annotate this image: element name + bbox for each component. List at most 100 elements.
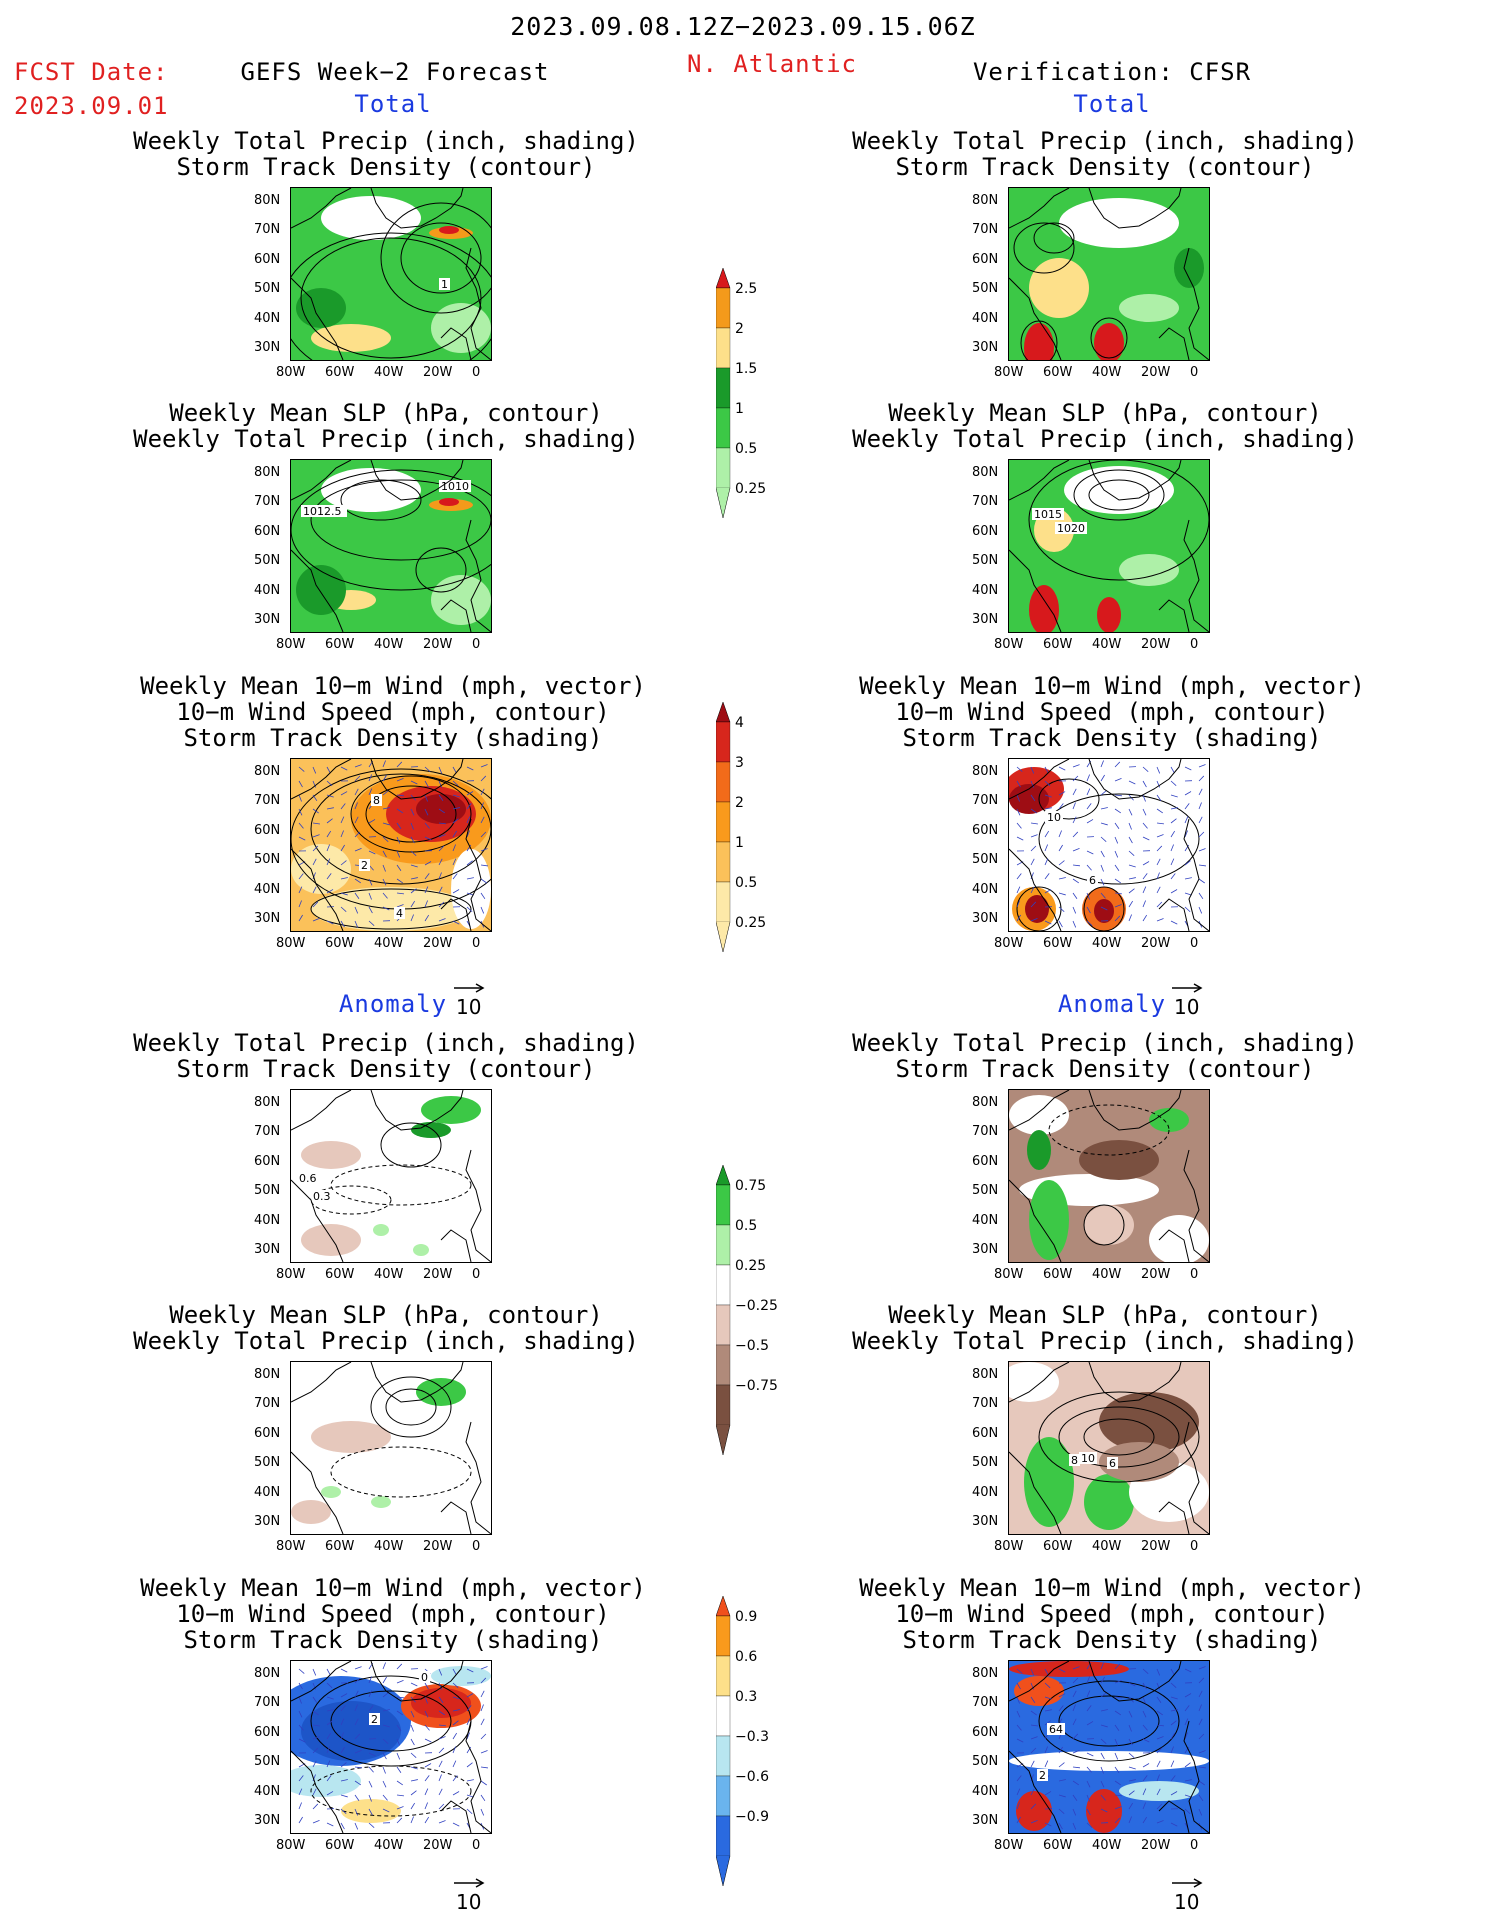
lon-tick-label: 80W	[276, 936, 306, 951]
map-verif-anom-precip	[1008, 1089, 1210, 1263]
colorbar-tick-label: 0.9	[735, 1609, 757, 1625]
lon-tick-label: 20W	[1141, 637, 1171, 652]
panel-title: Weekly Total Precip (inch, shading) Storm…	[133, 1029, 639, 1083]
lat-tick-label: 40N	[972, 881, 999, 897]
colorbar-total-precip: 2.5 2 1.5 1 0.5 0.25	[715, 267, 836, 542]
lat-tick-label: 50N	[972, 852, 999, 868]
colorbar-tick-label: −0.25	[735, 1298, 778, 1314]
svg-text:10: 10	[1047, 811, 1061, 824]
lon-tick-label: 40W	[1092, 1539, 1122, 1554]
vector-ref-forecast-total: 10	[452, 975, 486, 1019]
lat-tick-label: 60N	[254, 1425, 281, 1441]
colorbar-anomaly-precip: 0.75 0.5 0.25 −0.25 −0.5 −0.75	[715, 1164, 836, 1479]
colorbar-graphic: 2.5 2 1.5 1 0.5 0.25	[715, 267, 766, 519]
lat-tick-label: 30N	[972, 1242, 999, 1257]
lat-tick-label: 70N	[254, 494, 281, 510]
lon-tick-label: 60W	[325, 936, 355, 951]
lat-tick-label: 70N	[254, 1396, 281, 1412]
map-verif-total-wind: 10 6	[1008, 758, 1210, 932]
fcst-date-value: 2023.09.01	[14, 92, 169, 120]
vector-ref-label: 10	[456, 1890, 482, 1914]
colorbar-tick-label: 2	[735, 795, 744, 811]
vector-arrow-icon	[454, 1878, 485, 1888]
svg-text:6: 6	[1109, 1457, 1116, 1470]
svg-text:0.3: 0.3	[313, 1190, 331, 1203]
map-canvas: 64 2	[1009, 1661, 1209, 1833]
lat-tick-label: 60N	[254, 1724, 281, 1740]
lon-tick-label: 40W	[374, 365, 404, 380]
lon-tick-label: 20W	[423, 936, 453, 951]
colorbar-anomaly-track-density: 0.9 0.6 0.3 −0.3 −0.6 −0.9	[715, 1595, 836, 1910]
panel-title: Weekly Mean 10−m Wind (mph, vector) 10−m …	[859, 1574, 1365, 1654]
lat-tick-label: 50N	[254, 553, 281, 569]
lon-tick-label: 80W	[994, 1539, 1024, 1554]
map-forecast-total-precip: 1	[290, 187, 492, 361]
map-canvas: 8 2 4	[291, 759, 491, 931]
colorbar-tick-label: −0.5	[735, 1338, 769, 1354]
lat-tick-label: 70N	[254, 793, 281, 809]
map-canvas: 8 10 6	[1009, 1362, 1209, 1534]
map-canvas: 10 6	[1009, 759, 1209, 931]
colorbar-tick-label: 2	[735, 321, 744, 337]
lat-tick-label: 50N	[972, 1455, 999, 1471]
svg-text:2: 2	[371, 1713, 378, 1726]
section-anomaly-right: Anomaly	[1057, 990, 1167, 1018]
lon-tick-label: 60W	[325, 365, 355, 380]
fcst-date-label: FCST Date:	[14, 58, 169, 86]
lat-tick-label: 40N	[972, 310, 999, 326]
panel-title: Weekly Mean SLP (hPa, contour) Weekly Tot…	[133, 1301, 639, 1355]
lon-tick-label: 80W	[994, 637, 1024, 652]
lon-tick-label: 20W	[423, 1539, 453, 1554]
map-forecast-total-wind: 8 2 4	[290, 758, 492, 932]
lat-tick-label: 40N	[972, 1212, 999, 1228]
colorbar-tick-label: 1	[735, 401, 744, 417]
lat-tick-label: 40N	[254, 1484, 281, 1500]
lat-tick-label: 50N	[972, 281, 999, 297]
lat-tick-label: 80N	[254, 1666, 281, 1681]
lon-tick-label: 80W	[994, 936, 1024, 951]
forecast-title: GEFS Week−2 Forecast	[240, 58, 550, 86]
lon-tick-label: 60W	[1043, 1539, 1073, 1554]
lat-tick-label: 70N	[254, 1695, 281, 1711]
lon-tick-label: 40W	[1092, 365, 1122, 380]
vector-ref-label: 10	[456, 995, 482, 1019]
panel-title: Weekly Total Precip (inch, shading) Storm…	[133, 127, 639, 181]
lon-tick-label: 40W	[374, 637, 404, 652]
map-verif-total-precip	[1008, 187, 1210, 361]
svg-text:10: 10	[1081, 1452, 1095, 1465]
lon-tick-label: 40W	[1092, 1838, 1122, 1853]
vector-ref-verif-total: 10	[1170, 975, 1204, 1019]
lon-tick-label: 0	[472, 1267, 481, 1282]
map-verif-total-slp: 1015 1020	[1008, 459, 1210, 633]
colorbar-tick-label: −0.9	[735, 1809, 769, 1825]
section-total-left: Total	[354, 90, 432, 118]
map-canvas	[1009, 1090, 1209, 1262]
lat-tick-label: 50N	[972, 1183, 999, 1199]
lat-tick-label: 60N	[254, 1153, 281, 1169]
panel-title: Weekly Mean SLP (hPa, contour) Weekly Tot…	[133, 399, 639, 453]
lat-tick-label: 30N	[972, 612, 999, 627]
colorbar-tick-label: 0.5	[735, 875, 757, 891]
svg-text:1012.5: 1012.5	[303, 505, 342, 518]
section-anomaly-left: Anomaly	[338, 990, 448, 1018]
svg-text:1: 1	[441, 278, 448, 291]
lon-tick-label: 40W	[374, 936, 404, 951]
lon-tick-label: 60W	[1043, 1267, 1073, 1282]
vector-ref-label: 10	[1174, 1890, 1200, 1914]
region-title: N. Atlantic	[687, 50, 857, 78]
lon-tick-label: 0	[1190, 1267, 1199, 1282]
svg-text:0.6: 0.6	[299, 1172, 317, 1185]
lon-tick-label: 80W	[994, 365, 1024, 380]
svg-text:1020: 1020	[1057, 522, 1085, 535]
svg-text:0: 0	[421, 1671, 428, 1684]
vector-arrow-icon	[1172, 1878, 1203, 1888]
svg-text:64: 64	[1049, 1723, 1063, 1736]
lon-tick-label: 40W	[374, 1838, 404, 1853]
colorbar-tick-label: 0.25	[735, 915, 766, 931]
lat-tick-label: 60N	[972, 1425, 999, 1441]
svg-text:8: 8	[1071, 1454, 1078, 1467]
lon-tick-label: 20W	[423, 637, 453, 652]
colorbar-tick-label: 1	[735, 835, 744, 851]
colorbar-tick-label: 0.25	[735, 1258, 766, 1274]
lat-tick-label: 80N	[972, 193, 999, 208]
